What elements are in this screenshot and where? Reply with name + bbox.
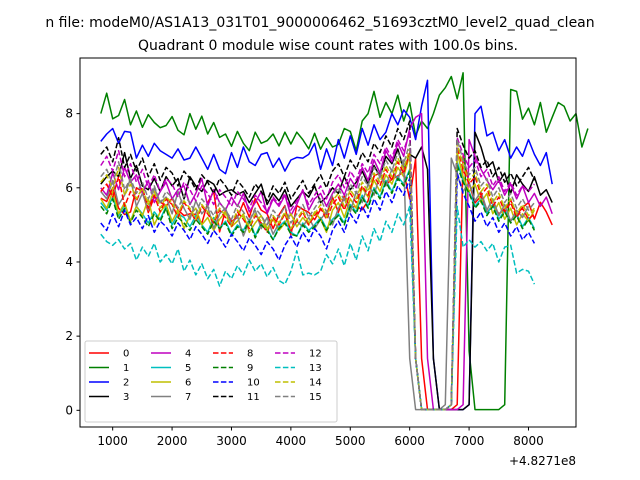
y-tick-label: 2: [65, 329, 73, 343]
series-line-10: [100, 172, 536, 411]
legend-label-7: 7: [185, 392, 191, 403]
series-line-12: [100, 131, 535, 411]
series-line-14: [100, 142, 535, 411]
series-line-0: [100, 155, 553, 411]
x-tick-label: 7000: [454, 434, 485, 448]
y-tick-label: 6: [65, 181, 73, 195]
y-tick-label: 8: [65, 107, 73, 121]
legend-label-4: 4: [185, 349, 191, 360]
x-offset-label: +4.8271e8: [509, 454, 576, 468]
legend-box: [84, 340, 338, 423]
series-line-11: [100, 120, 536, 411]
x-tick-label: 8000: [513, 434, 544, 448]
x-tick-label: 3000: [216, 434, 247, 448]
series-line-13: [100, 205, 536, 411]
series-line-9: [100, 164, 536, 411]
series-line-15: [100, 138, 535, 411]
legend-label-3: 3: [123, 392, 129, 403]
series-line-1: [100, 72, 589, 411]
x-axis: 1000 2000 3000 4000 5000 6000 7000 8000: [97, 427, 544, 448]
x-tick-label: 4000: [276, 434, 307, 448]
x-tick-label: 6000: [394, 434, 425, 448]
y-tick-label: 4: [65, 255, 73, 269]
plot-frame: [79, 57, 577, 428]
series-line-2: [100, 79, 553, 411]
legend-label-5: 5: [185, 363, 191, 374]
series-line-6: [100, 151, 536, 411]
legend-label-14: 14: [309, 378, 322, 389]
y-tick-label: 0: [65, 403, 73, 417]
chart-title: Quadrant 0 module wise count rates with …: [138, 38, 518, 54]
legend-label-11: 11: [247, 392, 260, 403]
x-tick-label: 2000: [157, 434, 188, 448]
figure-suptitle: n file: modeM0/AS1A13_031T01_9000006462_…: [45, 15, 594, 31]
legend-label-0: 0: [123, 349, 129, 360]
legend-label-9: 9: [247, 363, 253, 374]
y-axis: 0 2 4 6 8: [65, 107, 80, 417]
series-lines: [100, 72, 589, 411]
legend-label-13: 13: [309, 363, 322, 374]
legend-label-15: 15: [309, 392, 322, 403]
legend-label-8: 8: [247, 349, 253, 360]
x-tick-label: 1000: [97, 434, 128, 448]
x-tick-label: 5000: [335, 434, 366, 448]
legend-label-1: 1: [123, 363, 129, 374]
legend-label-2: 2: [123, 378, 129, 389]
legend-label-6: 6: [185, 378, 191, 389]
legend-label-10: 10: [247, 378, 260, 389]
series-line-8: [100, 146, 535, 411]
legend-label-12: 12: [309, 349, 322, 360]
